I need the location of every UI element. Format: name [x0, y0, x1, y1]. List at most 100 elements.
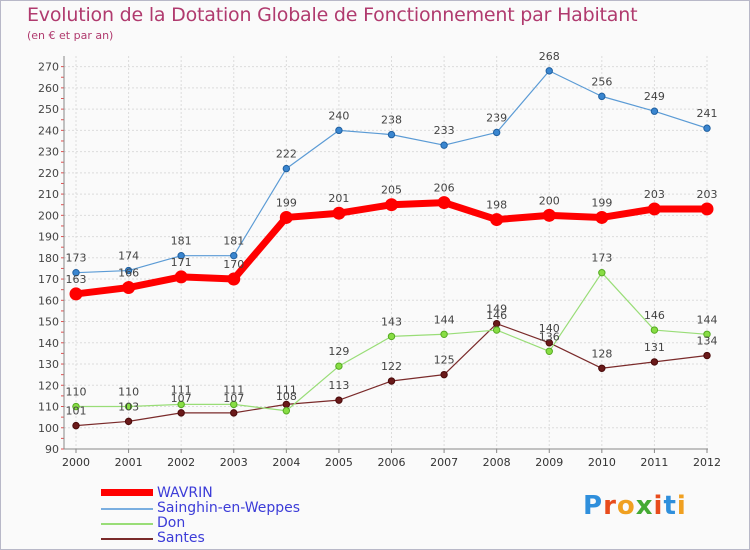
data-label: 203 — [697, 188, 718, 201]
data-label: 241 — [697, 107, 718, 120]
x-tick-label: 2005 — [325, 456, 353, 469]
data-point — [385, 198, 398, 212]
data-label: 200 — [539, 194, 560, 207]
data-point — [492, 326, 501, 334]
y-tick-label: 220 — [38, 167, 59, 180]
data-point — [545, 67, 553, 75]
legend-swatch — [101, 538, 153, 540]
data-point — [440, 370, 448, 379]
logo-letter: t — [663, 491, 677, 521]
data-label: 249 — [644, 90, 665, 103]
data-point — [542, 208, 556, 222]
data-point — [335, 362, 343, 370]
data-point — [122, 281, 136, 295]
data-point — [700, 202, 714, 216]
data-label: 222 — [276, 148, 297, 161]
data-label: 149 — [486, 303, 507, 316]
data-label: 136 — [539, 330, 560, 343]
logo-letter: o — [616, 491, 636, 521]
data-point — [387, 377, 396, 385]
y-tick-label: 240 — [38, 124, 59, 137]
data-label: 233 — [434, 124, 455, 137]
data-label: 174 — [118, 250, 139, 263]
data-label: 203 — [644, 188, 665, 201]
data-label: 107 — [223, 392, 244, 405]
data-label: 125 — [434, 354, 455, 367]
data-label: 199 — [276, 196, 297, 209]
data-label: 111 — [276, 383, 297, 396]
data-point — [124, 417, 133, 426]
data-point — [387, 130, 396, 139]
y-tick-label: 140 — [38, 337, 59, 350]
series-santes — [72, 319, 711, 430]
data-label: 201 — [328, 192, 349, 205]
data-point — [598, 364, 606, 372]
y-tick-label: 270 — [38, 61, 59, 74]
data-point — [387, 332, 396, 341]
data-label: 134 — [697, 335, 718, 348]
y-tick-label: 130 — [38, 358, 59, 371]
data-label: 198 — [486, 199, 507, 212]
data-label: 171 — [171, 256, 192, 269]
data-point — [598, 92, 606, 101]
x-tick-label: 2001 — [115, 456, 143, 469]
data-point — [598, 268, 606, 277]
data-point — [703, 351, 711, 360]
y-tick-label: 150 — [38, 316, 59, 329]
data-point — [230, 409, 238, 417]
data-label: 111 — [223, 383, 244, 396]
data-point — [124, 402, 133, 411]
data-label: 103 — [118, 400, 139, 413]
y-tick-label: 200 — [38, 209, 59, 222]
data-label: 173 — [591, 252, 612, 265]
legend-label: Don — [157, 515, 186, 531]
data-label: 268 — [539, 50, 560, 63]
y-tick-label: 180 — [38, 252, 59, 265]
legend-swatch — [101, 523, 153, 525]
chart-title: Evolution de la Dotation Globale de Fonc… — [27, 4, 638, 26]
y-tick-label: 100 — [38, 422, 59, 435]
data-point — [650, 107, 659, 115]
logo-letter: x — [635, 491, 654, 521]
data-label: 240 — [328, 109, 349, 122]
logo-letter: i — [653, 491, 664, 521]
data-label: 110 — [118, 386, 139, 399]
data-label: 140 — [539, 322, 560, 335]
legend-label: Sainghin-en-Weppes — [157, 500, 301, 516]
data-point — [177, 409, 185, 417]
data-label: 128 — [591, 347, 612, 360]
data-point — [230, 400, 238, 409]
logo-letter: r — [603, 491, 617, 521]
data-point — [174, 270, 188, 284]
data-label: 111 — [171, 383, 192, 396]
legend-label: WAVRIN — [157, 485, 213, 501]
data-point — [72, 421, 80, 430]
chart-subtitle: (en € et par an) — [27, 29, 114, 42]
data-point — [440, 330, 448, 338]
data-point — [279, 210, 293, 224]
x-tick-label: 2010 — [588, 456, 616, 469]
data-point — [545, 347, 553, 355]
y-tick-label: 210 — [38, 188, 59, 201]
data-label: 173 — [66, 252, 87, 265]
x-tick-label: 2009 — [535, 456, 563, 469]
data-point — [177, 400, 185, 409]
logo-letter: P — [583, 491, 604, 521]
data-point — [703, 330, 711, 338]
y-tick-label: 120 — [38, 379, 59, 392]
data-label: 108 — [276, 390, 297, 403]
data-point — [124, 266, 133, 275]
data-label: 181 — [171, 235, 192, 248]
data-point — [490, 213, 504, 227]
x-tick-label: 2007 — [430, 456, 458, 469]
data-label: 144 — [434, 313, 455, 326]
y-tick-label: 250 — [38, 103, 59, 116]
data-point — [650, 326, 659, 334]
data-label: 163 — [66, 273, 87, 286]
data-label: 205 — [381, 184, 402, 197]
data-point — [703, 124, 711, 132]
x-tick-label: 2003 — [220, 456, 248, 469]
data-point — [72, 268, 80, 277]
data-label: 107 — [171, 392, 192, 405]
